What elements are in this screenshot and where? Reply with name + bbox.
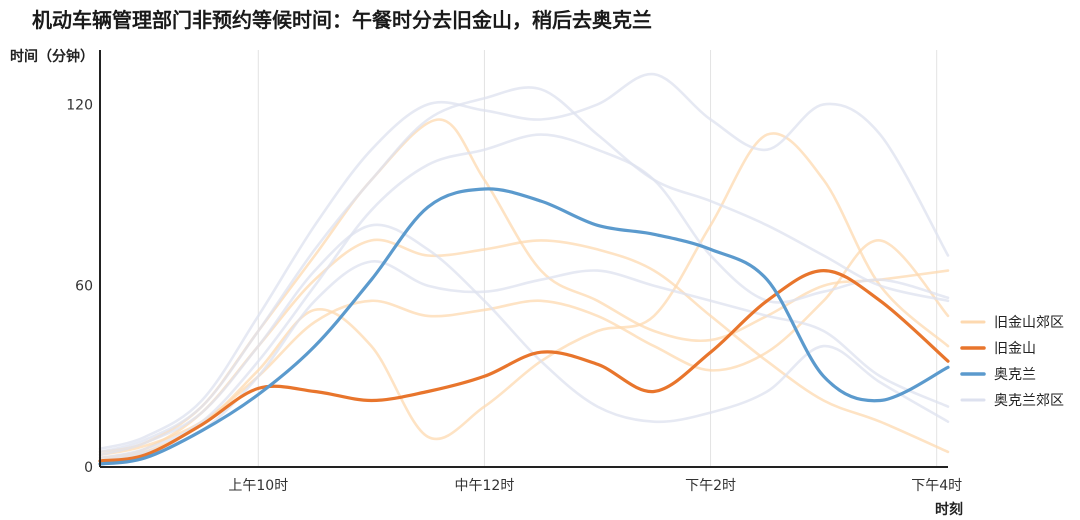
- series-line-1-0: [98, 269, 950, 463]
- series-line-2-0: [98, 187, 950, 466]
- series-line-0-2: [98, 239, 950, 457]
- y-axis-title: 时间（分钟）: [10, 48, 94, 65]
- series-line-3-2: [98, 223, 950, 457]
- legend-label: 旧金山: [994, 341, 1036, 357]
- bold-series-group: [98, 187, 950, 466]
- legend-label: 奥克兰郊区: [994, 392, 1064, 409]
- legend-label: 旧金山郊区: [994, 314, 1064, 331]
- series-line-0-3: [98, 132, 950, 463]
- x-axis-title: 时刻: [935, 501, 963, 518]
- legend-label: 奥克兰: [994, 366, 1036, 383]
- x-tick-label: 上午10时: [228, 478, 288, 494]
- chart-title: 机动车辆管理部门非预约等候时间：午餐时分去旧金山，稍后去奥克兰: [32, 8, 652, 32]
- series-line-0-1: [98, 238, 950, 460]
- x-tick-label: 下午2时: [685, 478, 736, 494]
- y-tick-label: 0: [84, 460, 93, 476]
- x-tick-label: 下午4时: [911, 478, 962, 494]
- x-tick-label: 中午12时: [455, 478, 515, 494]
- series-line-3-1: [98, 86, 950, 454]
- y-tick-label: 120: [66, 97, 93, 113]
- series-line-3-3: [98, 133, 950, 460]
- y-tick-label: 60: [75, 279, 93, 295]
- axes: [99, 50, 948, 468]
- x-tick-labels: 上午10时 中午12时 下午2时 下午4时: [228, 478, 962, 494]
- faint-series-group: [98, 72, 950, 463]
- y-tick-labels: 0 60 120: [66, 97, 93, 476]
- series-line-3-0: [98, 72, 950, 451]
